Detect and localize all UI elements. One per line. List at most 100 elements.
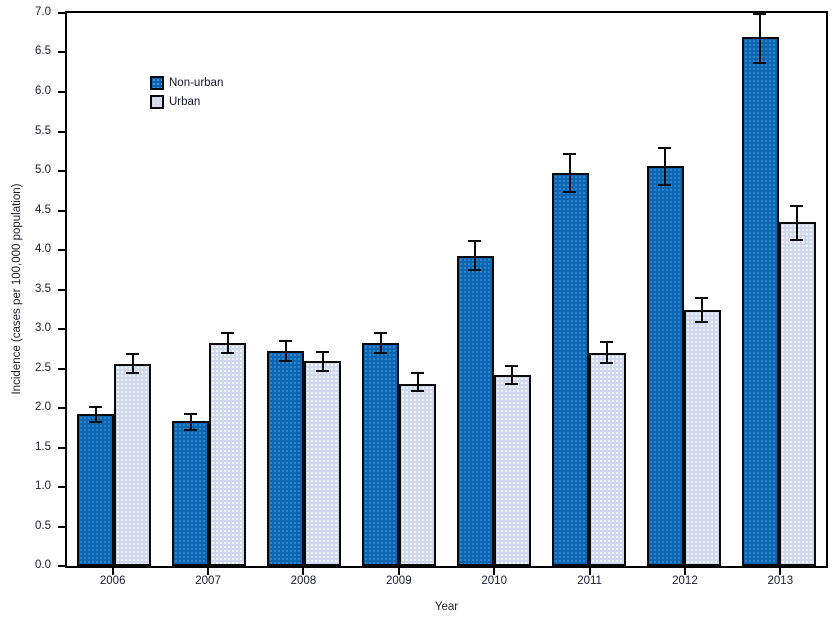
error-bar-cap-bottom bbox=[88, 421, 102, 423]
error-bar-line bbox=[94, 405, 97, 423]
error-bar-cap-top bbox=[790, 204, 804, 207]
bar-urban-2013 bbox=[778, 13, 816, 566]
x-tick-label-2006: 2006 bbox=[99, 575, 126, 587]
error-bar-line bbox=[796, 204, 799, 241]
error-bar-line bbox=[321, 351, 324, 372]
bar-urban-2006 bbox=[114, 13, 152, 566]
x-tick-mark bbox=[111, 568, 114, 575]
error-bar-line bbox=[511, 364, 514, 386]
error-bar-cap-bottom bbox=[315, 369, 329, 372]
bar-fill bbox=[456, 255, 494, 566]
error-bar-cap-bottom bbox=[220, 352, 234, 355]
bar-group-2007 bbox=[162, 13, 257, 566]
y-tick-label: 0.0 bbox=[35, 559, 51, 571]
legend: Non-urban Urban bbox=[150, 76, 223, 109]
x-tick-mark bbox=[683, 568, 686, 575]
y-tick-mark bbox=[58, 367, 65, 370]
error-bar-cap-bottom bbox=[183, 428, 197, 431]
bar-group-2011 bbox=[541, 13, 636, 566]
y-tick-label: 1.0 bbox=[35, 480, 51, 492]
error-bar-cap-top bbox=[88, 405, 102, 408]
bar-fill bbox=[778, 222, 816, 566]
y-tick-label: 5.5 bbox=[35, 124, 51, 137]
y-tick-label: 0.5 bbox=[35, 519, 51, 532]
urban-swatch bbox=[150, 95, 164, 109]
y-tick-label: 3.5 bbox=[35, 282, 51, 295]
x-axis-ticks bbox=[65, 566, 828, 576]
bar-non-urban-2008 bbox=[267, 13, 305, 566]
y-tick-label: 7.0 bbox=[35, 6, 51, 18]
y-tick-mark bbox=[58, 130, 65, 133]
y-tick-label: 6.5 bbox=[35, 45, 51, 58]
bar-urban-2007 bbox=[209, 13, 247, 566]
bar-non-urban-2012 bbox=[646, 13, 684, 566]
y-tick-mark bbox=[58, 169, 65, 172]
error-bar-cap-top bbox=[695, 297, 709, 300]
error-bar-cap-top bbox=[468, 239, 482, 242]
bar-group-2010 bbox=[447, 13, 542, 566]
bar-urban-2011 bbox=[588, 13, 626, 566]
x-tick-label-2007: 2007 bbox=[195, 575, 221, 587]
y-tick-mark bbox=[58, 209, 65, 212]
x-tick-mark bbox=[588, 568, 591, 575]
bar-group-2013 bbox=[731, 13, 826, 566]
bars-container bbox=[67, 13, 826, 566]
x-tick-mark bbox=[779, 568, 782, 575]
error-bar-cap-bottom bbox=[468, 268, 482, 271]
bar-fill bbox=[741, 36, 779, 566]
x-tick-mark bbox=[302, 568, 305, 575]
error-bar-cap-top bbox=[278, 340, 292, 343]
error-bar-cap-bottom bbox=[125, 372, 139, 375]
error-bar-cap-top bbox=[563, 152, 577, 155]
bar-non-urban-2006 bbox=[77, 13, 115, 566]
bar-urban-2012 bbox=[683, 13, 721, 566]
y-tick-mark bbox=[58, 288, 65, 291]
x-tick-label-2011: 2011 bbox=[577, 575, 602, 587]
error-bar-line bbox=[189, 412, 192, 431]
error-bar-cap-bottom bbox=[658, 184, 672, 186]
legend-item-urban: Urban bbox=[150, 95, 223, 109]
y-tick-mark bbox=[58, 51, 65, 54]
error-bar-cap-top bbox=[315, 351, 329, 354]
x-tick-mark bbox=[493, 568, 496, 575]
error-bar-cap-top bbox=[600, 340, 614, 343]
x-tick-label-2008: 2008 bbox=[290, 575, 317, 587]
y-tick-mark bbox=[58, 525, 65, 528]
y-tick-mark bbox=[58, 327, 65, 330]
error-bar-line bbox=[284, 340, 287, 363]
error-bar-line bbox=[131, 353, 134, 375]
bar-fill bbox=[399, 383, 437, 566]
error-bar-cap-top bbox=[658, 146, 672, 149]
bar-fill bbox=[209, 343, 247, 566]
y-tick-label: 1.5 bbox=[35, 440, 51, 453]
y-tick-label: 4.5 bbox=[35, 203, 51, 216]
bar-group-2012 bbox=[636, 13, 731, 566]
bar-fill bbox=[588, 352, 626, 566]
error-bar-cap-bottom bbox=[278, 360, 292, 363]
bar-fill bbox=[304, 361, 342, 566]
y-tick-label: 4.0 bbox=[35, 243, 51, 255]
legend-label-urban: Urban bbox=[169, 96, 201, 108]
error-bar-cap-top bbox=[373, 332, 387, 335]
error-bar-cap-bottom bbox=[600, 361, 614, 364]
error-bar-cap-top bbox=[410, 372, 424, 375]
bar-non-urban-2011 bbox=[551, 13, 589, 566]
error-bar-line bbox=[701, 297, 704, 323]
legend-item-non-urban: Non-urban bbox=[150, 76, 223, 90]
x-tick-label-2009: 2009 bbox=[386, 575, 412, 587]
error-bar-line bbox=[606, 340, 609, 364]
y-tick-label: 5.0 bbox=[35, 163, 51, 176]
x-tick-mark bbox=[397, 568, 400, 575]
x-tick-label-2012: 2012 bbox=[672, 575, 698, 587]
error-bar-cap-top bbox=[753, 13, 767, 15]
y-tick-label: 6.0 bbox=[35, 84, 51, 97]
error-bar-cap-top bbox=[183, 412, 197, 415]
bar-urban-2008 bbox=[304, 13, 342, 566]
x-axis-labels: 2006 2007 2008 2009 2010 2011 2012 2013 bbox=[65, 575, 828, 591]
bar-non-urban-2010 bbox=[456, 13, 494, 566]
y-tick-mark bbox=[58, 249, 65, 251]
bar-non-urban-2009 bbox=[362, 13, 400, 566]
bar-fill bbox=[683, 310, 721, 566]
bar-non-urban-2007 bbox=[172, 13, 210, 566]
